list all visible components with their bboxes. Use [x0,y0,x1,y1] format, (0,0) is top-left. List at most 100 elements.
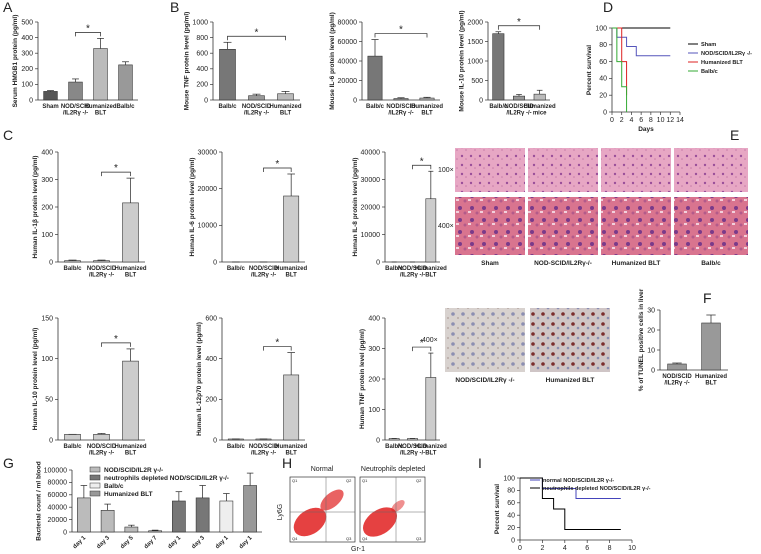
y-tick-label: 100000 [44,467,67,474]
y-tick-label: 20 [599,93,607,100]
micrograph [455,148,525,192]
y-tick-label: 10000 [361,232,381,239]
y-tick-label: 10 [647,347,655,354]
x-tick-label: 2 [540,545,544,552]
bar [195,497,210,533]
x-tick-label: day 5 [120,535,136,551]
y-tick-label: 1000 [192,19,208,26]
x-tick-label: Balb/c [218,104,237,110]
significance-bracket [374,33,428,38]
panel-letter: G [3,455,14,471]
y-tick-label: 20000 [361,204,381,211]
x-tick-label: day 1 [238,535,254,551]
legend-label: NOD/SCID/IL2R γ-/- [104,467,163,474]
significance-label: * [399,25,403,36]
x-tick-label: day 1 [72,535,88,551]
x-tick-label: Humanized BLT [415,266,447,279]
y-axis-label: Human IL-6 protein level (pg/ml) [189,158,196,257]
y-tick-label: 800 [196,35,208,42]
survival-line [612,27,628,112]
y-tick-label: 100 [595,25,607,32]
panel-letter: H [282,455,292,471]
axis-label: Ly6G [277,504,284,520]
micrograph [528,148,598,192]
bar [513,95,525,101]
legend-label: Sham [701,42,716,48]
y-tick-label: 80 [507,488,515,495]
x-tick-label: 10 [628,545,636,552]
significance-bracket [101,342,131,347]
y-axis-label: Human TNF protein level (pg/ml) [359,329,366,429]
group-label: NOD/SCID/IL2Rγ -/- [455,377,514,384]
x-tick-label: Humanized BLT [415,444,447,457]
legend-label: normal NOD/SCID/IL2R γ-/- [543,478,614,484]
y-tick-label: 400 [41,149,53,156]
y-tick-label: 150 [41,315,53,322]
y-tick-label: 0 [376,437,380,444]
micrograph [530,308,610,372]
micrograph [455,197,525,255]
bar [64,260,81,263]
y-tick-label: 0 [63,529,67,536]
micrograph [601,197,671,255]
x-tick-label: Balb/c [63,266,82,272]
x-tick-label: 8 [608,545,612,552]
x-tick-label: Balb/c [227,266,246,272]
x-tick-label: Humanized BLT [114,444,146,457]
y-axis-label: Bacterial count / ml blood [35,461,42,540]
legend-label: Humanized BLT [104,491,153,498]
y-tick-label: 2000 [467,19,483,26]
y-tick-label: 40 [507,513,515,520]
bar [219,48,236,101]
y-tick-label: 500 [21,19,33,26]
y-tick-label: 0 [29,97,33,104]
y-tick-label: 200 [41,204,53,211]
y-tick-label: 50 [45,397,53,404]
x-tick-label: day 3 [96,535,112,551]
y-tick-label: 400 [368,315,380,322]
y-axis-label: Serum HMGB1 protein (pg/ml) [12,15,19,108]
x-tick-label: day 1 [167,535,183,551]
x-tick-label: NOD/SCID/IL2Rγ -/- [61,104,91,117]
y-axis-label: Mouse IL-10 protein level (pg/ml) [459,10,466,111]
y-tick-label: 300 [21,51,33,58]
legend-label: Humanized BLT [701,60,743,66]
bar [248,95,265,101]
y-axis-label: % of TUNEL positive cells in liver [638,288,645,391]
y-tick-label: 0 [213,437,217,444]
legend-swatch [89,474,101,481]
significance-bracket [75,32,101,37]
y-tick-label: 60 [507,500,515,507]
x-tick-label: Humanized BLT [275,444,307,457]
panel-letter: E [730,127,739,143]
bar [93,260,110,263]
y-tick-label: 200 [205,397,217,404]
significance-bracket [227,35,286,41]
significance-label: * [255,27,259,38]
y-tick-label: 0 [204,97,208,104]
bar [533,93,546,101]
x-tick-label: NOD/SCID/IL2Rγ -/- [249,444,279,457]
y-tick-label: 100 [21,82,33,89]
micrograph [528,197,598,255]
significance-label: * [517,17,521,28]
x-tick-label: NOD/SCID/IL2Rγ -/- [504,104,534,117]
y-tick-label: 0 [511,537,515,544]
x-tick-label: 10 [657,117,665,124]
quadrant: Q3 [416,536,422,541]
y-tick-label: 20 [507,525,515,532]
y-tick-label: 0 [376,259,380,266]
quadrant: Q2 [416,478,422,483]
group-label: Humanized BLT [546,377,595,384]
panel-letter: A [3,0,13,15]
legend-label: neutrophils depleted NOD/SCID/IL2R γ-/- [104,475,229,482]
panel-letter: B [170,0,179,15]
bar [118,64,133,101]
x-tick-label: 6 [585,545,589,552]
cell-cloud [391,500,405,512]
significance-bracket [263,346,292,351]
legend-label: neutrophils depleted NOD/SCID/IL2R γ-/- [543,486,651,492]
x-tick-label: 6 [639,117,643,124]
significance-label: * [86,23,90,34]
